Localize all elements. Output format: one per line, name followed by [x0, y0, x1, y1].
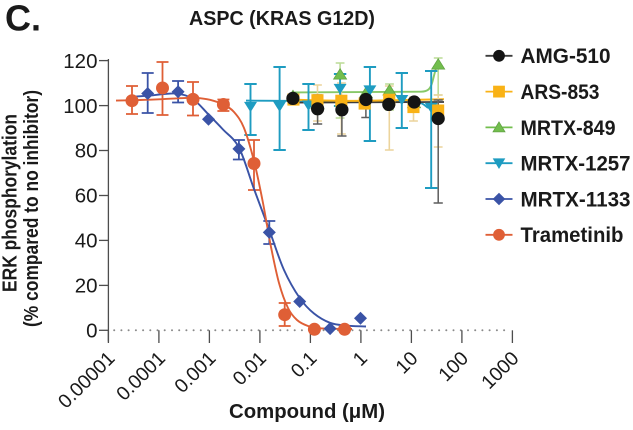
svg-text:Trametinib: Trametinib — [521, 224, 624, 247]
svg-text:120: 120 — [63, 50, 97, 73]
svg-text:ARS-853: ARS-853 — [521, 81, 600, 104]
svg-text:80: 80 — [75, 140, 98, 163]
svg-text:(% compared to no inhibitor): (% compared to no inhibitor) — [21, 90, 43, 327]
svg-text:60: 60 — [75, 185, 98, 208]
svg-text:100: 100 — [63, 95, 97, 118]
svg-text:MRTX-1257: MRTX-1257 — [521, 153, 631, 176]
svg-text:MRTX-1133: MRTX-1133 — [521, 188, 631, 211]
svg-text:C.: C. — [5, 0, 41, 39]
svg-text:40: 40 — [75, 230, 98, 253]
svg-text:Compound (μM): Compound (μM) — [229, 401, 385, 423]
svg-text:0: 0 — [86, 320, 97, 343]
svg-text:MRTX-849: MRTX-849 — [521, 117, 616, 140]
svg-text:ASPC (KRAS G12D): ASPC (KRAS G12D) — [189, 8, 375, 30]
svg-text:20: 20 — [75, 275, 98, 298]
svg-text:AMG-510: AMG-510 — [521, 45, 611, 68]
svg-text:ERK phosphorylation: ERK phosphorylation — [0, 114, 22, 292]
